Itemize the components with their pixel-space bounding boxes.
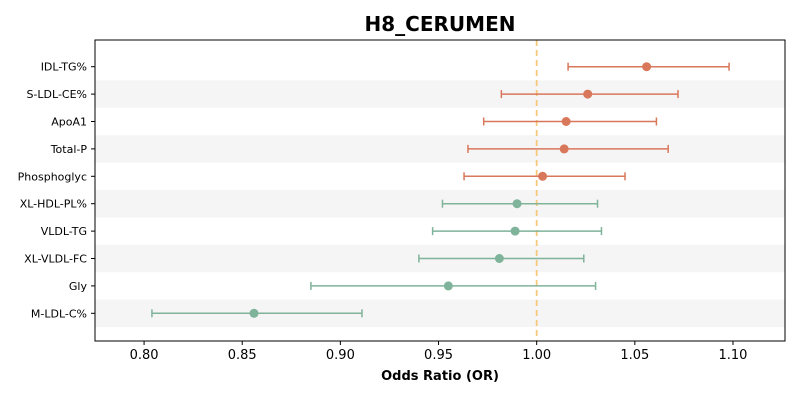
x-tick-label: 1.05	[620, 348, 649, 363]
error-bars	[151, 62, 730, 318]
row-band	[95, 190, 785, 218]
or-point	[494, 254, 504, 263]
y-tick-label: IDL-TG%	[41, 61, 87, 74]
x-axis-label: Odds Ratio (OR)	[381, 369, 499, 384]
or-point	[510, 226, 520, 236]
or-point	[443, 281, 453, 291]
or-point	[538, 171, 548, 181]
forest-row-2	[482, 117, 658, 126]
or-point	[642, 62, 652, 72]
forest-row-4	[463, 171, 626, 181]
row-band	[95, 80, 785, 108]
x-tick-label: 0.90	[326, 348, 355, 363]
x-axis: 0.80 0.85 0.90 0.95 1.00 1.05 1.10	[130, 341, 748, 363]
forest-row-5	[441, 199, 599, 209]
or-point	[559, 144, 569, 154]
y-tick-label: VLDL-TG	[41, 225, 87, 238]
x-tick-label: 0.80	[130, 348, 159, 363]
forest-row-3	[467, 144, 669, 154]
forest-row-0	[567, 62, 730, 72]
plot-frame	[94, 39, 786, 342]
or-point	[249, 308, 259, 318]
y-tick-label: Phosphoglyc	[18, 170, 87, 183]
y-tick-label: S-LDL-CE%	[26, 88, 87, 101]
y-tick-label: Total-P	[50, 143, 88, 156]
or-point	[583, 89, 593, 99]
forest-row-9	[151, 308, 363, 318]
y-tick-label: Gly	[69, 280, 88, 293]
x-tick-label: 1.00	[522, 348, 551, 363]
row-band	[95, 135, 785, 163]
x-tick-label: 0.95	[424, 348, 453, 363]
forest-row-1	[500, 89, 679, 99]
forest-row-6	[431, 226, 603, 236]
or-point	[561, 117, 571, 126]
x-tick-label: 0.85	[228, 348, 257, 363]
forest-row-8	[310, 281, 597, 291]
row-bands	[95, 80, 785, 327]
y-tick-label: M-LDL-C%	[31, 307, 87, 320]
forest-row-7	[418, 254, 585, 263]
or-point	[512, 199, 522, 209]
y-axis: IDL-TG% S-LDL-CE% ApoA1 Total-P Phosphoglyc X…	[18, 61, 95, 320]
y-tick-label: XL-HDL-PL%	[20, 198, 87, 211]
x-tick-label: 1.10	[719, 348, 748, 363]
y-tick-label: XL-VLDL-FC	[24, 253, 87, 266]
chart-title: H8_CERUMEN	[365, 12, 516, 36]
y-tick-label: ApoA1	[51, 116, 87, 129]
